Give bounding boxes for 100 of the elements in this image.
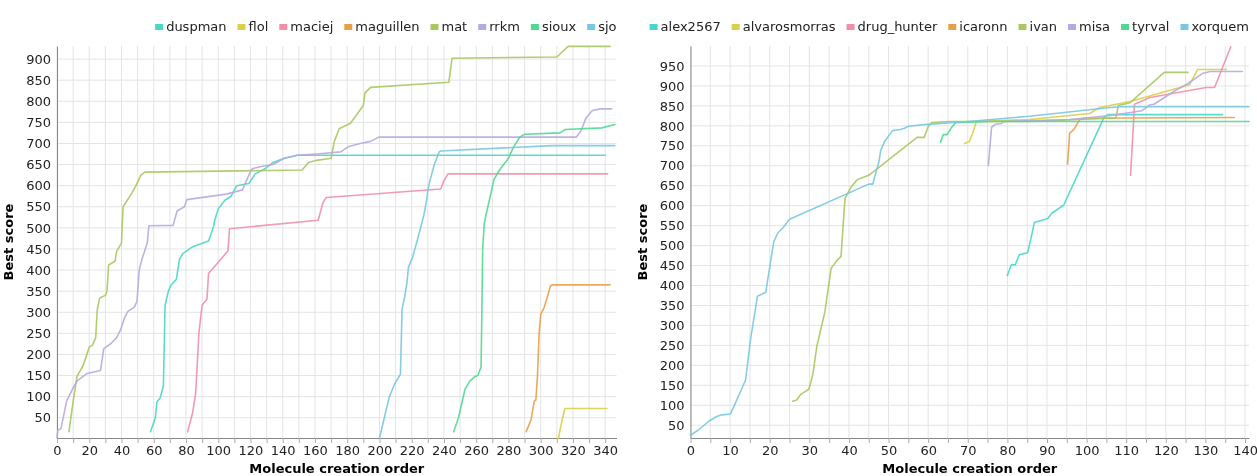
y-tick-label: 900 <box>659 78 685 94</box>
x-tick-label: 300 <box>528 443 554 459</box>
y-tick-label: 400 <box>659 278 685 294</box>
y-tick-label: 500 <box>659 238 685 254</box>
legend-label: flol <box>248 19 269 34</box>
legend-label: xorquem <box>1191 19 1249 34</box>
y-tick-label: 200 <box>26 347 51 363</box>
line-series <box>56 108 613 439</box>
x-tick-label: 160 <box>303 443 328 459</box>
y-tick-label: 800 <box>659 118 685 134</box>
legend-label: alex2567 <box>660 19 721 34</box>
x-tick-label: 340 <box>593 443 619 459</box>
y-tick-label: 350 <box>659 298 685 314</box>
y-tick-label: 550 <box>659 218 685 234</box>
x-tick-label: 220 <box>399 443 425 459</box>
x-tick-label: 60 <box>145 443 163 459</box>
x-tick-label: 0 <box>53 443 62 459</box>
x-tick-label: 80 <box>999 443 1017 459</box>
y-tick-label: 150 <box>659 377 685 393</box>
line-series <box>939 120 1250 143</box>
line-series <box>963 68 1228 145</box>
y-tick-label: 100 <box>26 389 51 405</box>
y-tick-label: 350 <box>26 283 51 299</box>
y-axis-title: Best score <box>1 203 16 281</box>
y-tick-label: 700 <box>659 158 685 174</box>
x-tick-label: 260 <box>464 443 490 459</box>
x-tick-label: 70 <box>960 443 977 459</box>
y-tick-label: 800 <box>26 93 51 109</box>
y-tick-label: 600 <box>659 198 685 214</box>
line-series <box>1129 46 1232 177</box>
legend-label: ivan <box>1029 19 1058 34</box>
x-tick-label: 40 <box>113 443 131 459</box>
legend-label: duspman <box>166 19 227 34</box>
y-tick-label: 850 <box>26 72 51 88</box>
y-tick-label: 250 <box>659 338 685 354</box>
y-tick-label: 400 <box>26 262 51 278</box>
x-tick-label: 200 <box>367 443 393 459</box>
y-tick-label: 600 <box>26 178 51 194</box>
y-tick-label: 750 <box>26 115 51 131</box>
legend-label: icaronn <box>959 19 1008 34</box>
legend-label: sioux <box>541 19 577 34</box>
x-tick-label: 280 <box>496 443 522 459</box>
x-tick-label: 20 <box>761 443 779 459</box>
x-tick-label: 110 <box>1114 443 1140 459</box>
x-tick-label: 140 <box>270 443 296 459</box>
x-tick-label: 120 <box>1153 443 1179 459</box>
x-tick-label: 180 <box>335 443 361 459</box>
y-tick-label: 450 <box>26 241 51 257</box>
x-tick-label: 10 <box>722 443 739 459</box>
y-tick-label: 450 <box>659 258 685 274</box>
x-tick-label: 140 <box>1233 443 1257 459</box>
y-tick-label: 650 <box>26 157 51 173</box>
x-tick-label: 120 <box>238 443 264 459</box>
y-tick-label: 300 <box>26 304 51 320</box>
y-tick-label: 750 <box>659 138 685 154</box>
y-tick-label: 700 <box>26 136 51 152</box>
y-tick-label: 250 <box>26 326 51 342</box>
y-tick-label: 50 <box>667 417 685 433</box>
y-tick-label: 900 <box>26 51 51 67</box>
legend-label: tyrval <box>1132 19 1170 34</box>
y-tick-label: 200 <box>659 358 685 374</box>
legend-label: alvarosmorras <box>742 19 836 34</box>
y-tick-label: 100 <box>659 397 685 413</box>
x-tick-label: 0 <box>686 443 696 459</box>
y-tick-label: 150 <box>26 368 51 384</box>
legend-label: sjo <box>598 19 617 34</box>
x-axis-title: Molecule creation order <box>882 461 1058 476</box>
line-series <box>68 45 611 433</box>
y-tick-label: 550 <box>26 199 51 215</box>
y-tick-label: 850 <box>659 98 685 114</box>
y-tick-label: 300 <box>659 318 685 334</box>
line-series <box>378 144 616 439</box>
y-tick-label: 950 <box>659 58 685 74</box>
x-tick-label: 130 <box>1193 443 1219 459</box>
x-tick-label: 50 <box>880 443 898 459</box>
x-tick-label: 80 <box>178 443 195 459</box>
y-tick-label: 500 <box>26 220 51 236</box>
x-tick-label: 240 <box>432 443 457 459</box>
x-tick-label: 100 <box>1074 443 1100 459</box>
legend-label: misa <box>1079 19 1111 34</box>
x-tick-label: 60 <box>920 443 937 459</box>
line-series <box>987 70 1244 167</box>
x-axis-title: Molecule creation order <box>249 461 425 476</box>
line-series <box>1006 113 1224 277</box>
x-tick-label: 320 <box>561 443 586 459</box>
legend-label: maguillen <box>355 19 420 34</box>
x-tick-label: 100 <box>206 443 232 459</box>
y-tick-label: 650 <box>659 178 685 194</box>
legend-label: maciej <box>290 19 334 34</box>
x-tick-label: 90 <box>1039 443 1056 459</box>
legend-label: mat <box>441 19 468 34</box>
y-axis-title: Best score <box>634 203 650 281</box>
line-series <box>525 284 611 433</box>
line-series <box>452 123 616 433</box>
y-tick-label: 50 <box>34 410 51 426</box>
x-tick-label: 20 <box>81 443 99 459</box>
x-tick-label: 30 <box>801 443 819 459</box>
legend-label: rrkm <box>489 19 520 34</box>
legend-label: drug_hunter <box>857 19 938 34</box>
x-tick-label: 40 <box>841 443 858 459</box>
